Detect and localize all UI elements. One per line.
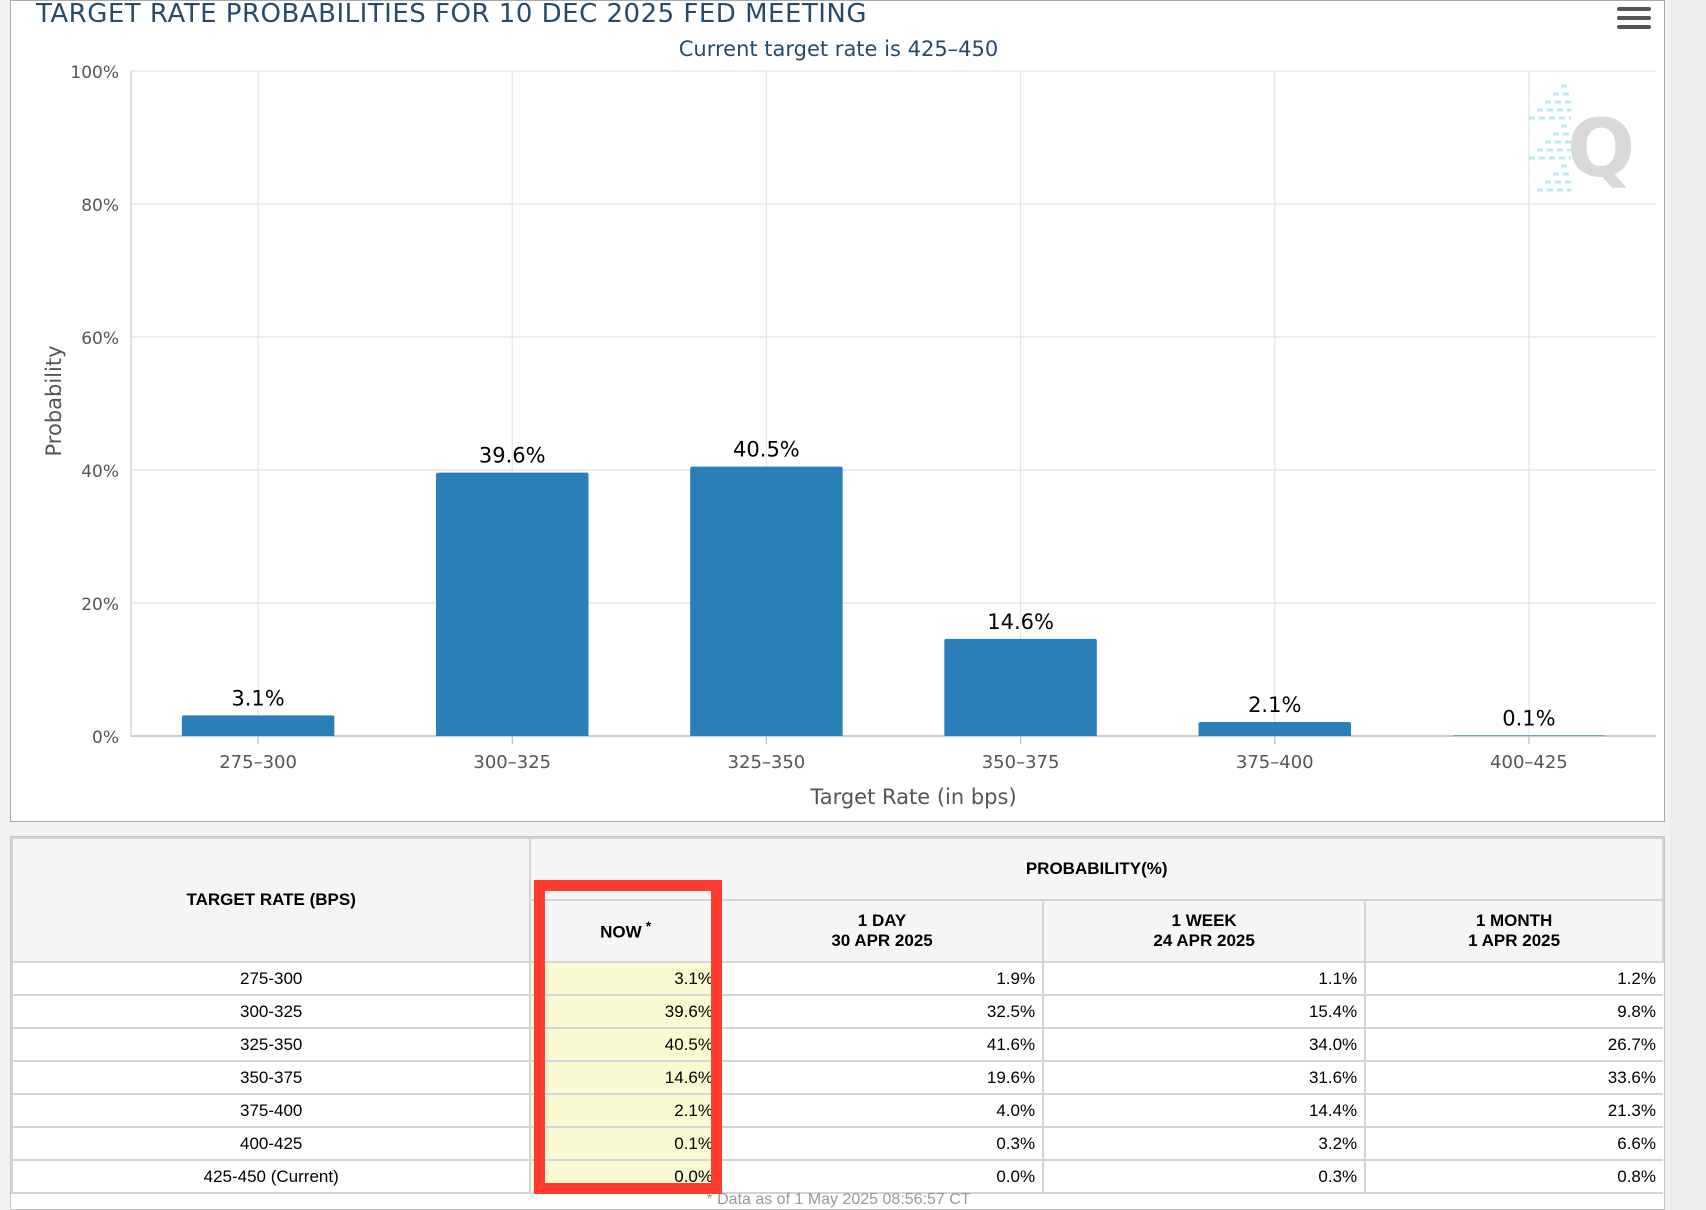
- window-edge: [1670, 0, 1706, 1210]
- chart-subtitle: Current target rate is 425–450: [678, 37, 999, 61]
- probability-cell: 40.5%: [529, 1028, 721, 1062]
- bar: [436, 472, 589, 736]
- target-rate-cell: 400-425: [10, 1127, 531, 1161]
- probability-cell: 0.3%: [1042, 1160, 1366, 1194]
- probability-cell: 9.8%: [1364, 995, 1663, 1029]
- bar: [1198, 722, 1351, 736]
- probability-cell: 0.8%: [1364, 1160, 1663, 1194]
- column-header-date: 24 APR 2025: [1153, 931, 1255, 950]
- table-row: 300-325 39.6% 32.5% 15.4% 9.8%: [10, 995, 1663, 1029]
- probability-cell: 1.1%: [1042, 962, 1366, 996]
- table-row: 400-425 0.1% 0.3% 3.2% 6.6%: [10, 1127, 1663, 1161]
- probability-cell: 15.4%: [1042, 995, 1366, 1029]
- column-header-label: 1 MONTH: [1475, 911, 1553, 930]
- x-tick-label: 300–325: [473, 752, 551, 773]
- x-tick-label: 350–375: [982, 752, 1060, 773]
- probability-cell: 33.6%: [1364, 1061, 1663, 1095]
- table-row: 275-300 3.1% 1.9% 1.1% 1.2%: [10, 962, 1663, 996]
- probability-cell: 0.0%: [719, 1160, 1044, 1194]
- x-tick-label: 375–400: [1236, 752, 1314, 773]
- probability-cell: 2.1%: [529, 1094, 721, 1128]
- probability-cell: 39.6%: [529, 995, 721, 1029]
- probability-cell: 3.1%: [529, 962, 721, 996]
- y-tick-label: 80%: [81, 196, 119, 216]
- probability-cell: 4.0%: [719, 1094, 1044, 1128]
- x-tick-label: 325–350: [728, 752, 806, 773]
- bar: [1452, 735, 1606, 738]
- bar: [944, 638, 1097, 736]
- probability-cell: 6.6%: [1364, 1127, 1663, 1161]
- column-header-date: 1 APR 2025: [1468, 931, 1561, 950]
- table-row: 375-400 2.1% 4.0% 14.4% 21.3%: [10, 1094, 1663, 1128]
- data-label: 14.6%: [987, 610, 1054, 634]
- target-rate-cell: 350-375: [10, 1061, 531, 1095]
- column-header-date: 30 APR 2025: [831, 931, 933, 950]
- probability-table: TARGET RATE (BPS) PROBABILITY(%) NOW * 1 D…: [10, 837, 1664, 1194]
- chart-panel: TARGET RATE PROBABILITIES FOR 10 DEC 202…: [10, 0, 1665, 822]
- column-header-1-day: 1 DAY 30 APR 2025: [719, 899, 1045, 963]
- target-rate-cell: 425-450 (Current): [10, 1160, 531, 1194]
- probability-cell: 0.1%: [529, 1127, 721, 1161]
- probability-cell: 31.6%: [1042, 1061, 1366, 1095]
- probability-cell: 1.9%: [719, 962, 1044, 996]
- x-tick-label: 275–300: [219, 752, 297, 773]
- probability-cell: 14.4%: [1042, 1094, 1366, 1128]
- table-row: 325-350 40.5% 41.6% 34.0% 26.7%: [10, 1028, 1663, 1062]
- probability-cell: 19.6%: [719, 1061, 1044, 1095]
- probability-cell: 14.6%: [529, 1061, 721, 1095]
- data-label: 40.5%: [733, 438, 800, 462]
- table-row: 350-375 14.6% 19.6% 31.6% 33.6%: [10, 1061, 1663, 1095]
- y-tick-label: 20%: [81, 595, 119, 615]
- chart-title: TARGET RATE PROBABILITIES FOR 10 DEC 202…: [36, 0, 868, 29]
- y-tick-label: 40%: [81, 462, 119, 482]
- probability-cell: 0.3%: [719, 1127, 1044, 1161]
- column-header-label: NOW: [600, 922, 642, 942]
- probability-cell: 3.2%: [1042, 1127, 1366, 1161]
- bar: [181, 715, 335, 736]
- probability-cell: 21.3%: [1364, 1094, 1663, 1128]
- probability-table-panel: TARGET RATE (BPS) PROBABILITY(%) NOW * 1 D…: [10, 836, 1665, 1210]
- header-probability: PROBABILITY(%): [529, 837, 1664, 901]
- y-tick-label: 60%: [81, 329, 119, 349]
- x-tick-label: 400–425: [1490, 752, 1568, 773]
- target-rate-cell: 325-350: [10, 1028, 531, 1062]
- target-rate-cell: 275-300: [10, 962, 531, 996]
- data-label: 0.1%: [1502, 706, 1555, 730]
- column-header-1-month: 1 MONTH 1 APR 2025: [1364, 899, 1664, 963]
- bar-chart: 0% 20% 40% 60% 80% 100% 3.1% 275–300 39.6% 300–32…: [42, 63, 1656, 809]
- probability-cell: 26.7%: [1364, 1028, 1663, 1062]
- column-header-label: 1 WEEK: [1171, 911, 1237, 930]
- target-rate-cell: 300-325: [10, 995, 531, 1029]
- x-axis-title: Target Rate (in bps): [809, 785, 1016, 809]
- column-header-label: 1 DAY: [857, 911, 907, 930]
- data-label: 2.1%: [1248, 693, 1301, 717]
- data-label: 39.6%: [479, 444, 546, 468]
- column-header-now: NOW *: [529, 899, 722, 963]
- watermark-logo: Q: [1567, 102, 1635, 195]
- asterisk-marker: *: [645, 919, 652, 936]
- y-tick-label: 100%: [70, 63, 119, 83]
- table-row: 425-450 (Current) 0.0% 0.0% 0.3% 0.8%: [10, 1160, 1663, 1194]
- bar: [690, 466, 843, 736]
- data-timestamp-footnote: * Data as of 1 May 2025 08:56:57 CT: [706, 1191, 971, 1208]
- y-tick-label: 0%: [92, 728, 119, 748]
- hamburger-menu-icon[interactable]: [1617, 7, 1651, 33]
- column-header-1-week: 1 WEEK 24 APR 2025: [1042, 899, 1367, 963]
- target-rate-cell: 375-400: [10, 1094, 531, 1128]
- data-label: 3.1%: [231, 686, 284, 710]
- probability-cell: 34.0%: [1042, 1028, 1366, 1062]
- probability-cell: 1.2%: [1364, 962, 1663, 996]
- header-target-rate: TARGET RATE (BPS): [10, 837, 532, 963]
- probability-cell: 32.5%: [719, 995, 1044, 1029]
- y-axis-title: Probability: [42, 345, 66, 456]
- probability-cell: 41.6%: [719, 1028, 1044, 1062]
- probability-cell: 0.0%: [529, 1160, 721, 1194]
